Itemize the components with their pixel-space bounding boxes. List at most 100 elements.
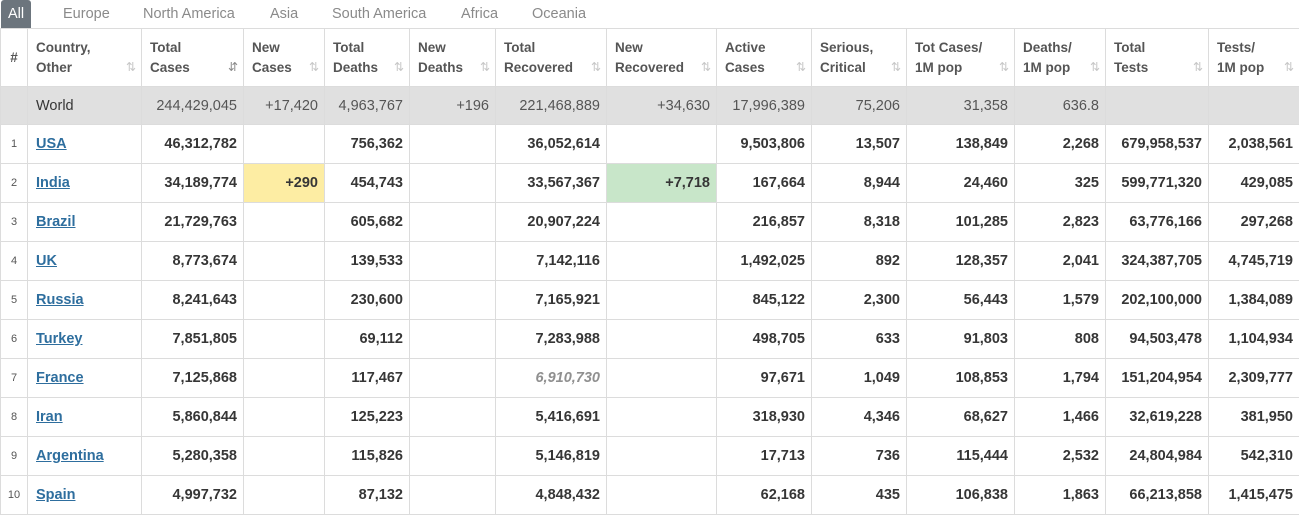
country-link[interactable]: USA	[36, 136, 67, 152]
sort-arrows-icon[interactable]: ⇅	[999, 57, 1007, 77]
sort-arrows-icon[interactable]: ⇅	[591, 57, 599, 77]
cell-serious-critical: 633	[812, 320, 907, 359]
tab-oceania[interactable]: Oceania	[526, 0, 592, 28]
country-link[interactable]: Iran	[36, 409, 63, 425]
tab-asia[interactable]: Asia	[264, 0, 304, 28]
cell-rank: 5	[1, 281, 28, 320]
cell-new-recovered: +7,718	[607, 164, 717, 203]
tab-africa[interactable]: Africa	[455, 0, 504, 28]
sort-arrows-icon[interactable]: ⇅	[891, 57, 899, 77]
cell-serious-critical: 736	[812, 437, 907, 476]
cell-new-cases	[244, 281, 325, 320]
cell-tot-cases-per-1m: 115,444	[907, 437, 1015, 476]
cell-total-deaths: 4,963,767	[325, 87, 410, 125]
cell-tests-per-1m: 381,950	[1209, 398, 1299, 437]
country-link[interactable]: UK	[36, 253, 57, 269]
cell-new-deaths	[410, 398, 496, 437]
country-link[interactable]: Spain	[36, 487, 75, 503]
country-link[interactable]: Russia	[36, 292, 84, 308]
cell-new-cases	[244, 125, 325, 164]
sort-arrows-icon[interactable]: ⇅	[394, 57, 402, 77]
cell-tests-per-1m: 542,310	[1209, 437, 1299, 476]
cell-new-cases	[244, 203, 325, 242]
cell-total-recovered: 7,165,921	[496, 281, 607, 320]
cell-rank: 7	[1, 359, 28, 398]
country-link[interactable]: Brazil	[36, 214, 76, 230]
cell-new-deaths: +196	[410, 87, 496, 125]
tab-all[interactable]: All	[1, 0, 31, 28]
cell-rank: 8	[1, 398, 28, 437]
cell-total-cases: 7,851,805	[142, 320, 244, 359]
cell-total-deaths: 125,223	[325, 398, 410, 437]
header-label-line1: Total	[504, 38, 606, 58]
country-link[interactable]: Turkey	[36, 331, 82, 347]
tab-europe[interactable]: Europe	[57, 0, 116, 28]
cell-tot-cases-per-1m: 128,357	[907, 242, 1015, 281]
cell-new-recovered	[607, 320, 717, 359]
cell-country-other: France	[28, 359, 142, 398]
country-link[interactable]: France	[36, 370, 84, 386]
cell-total-deaths: 69,112	[325, 320, 410, 359]
cell-total-recovered: 6,910,730	[496, 359, 607, 398]
cell-new-deaths	[410, 164, 496, 203]
cell-country-other: India	[28, 164, 142, 203]
cell-total-cases: 8,773,674	[142, 242, 244, 281]
cell-total-tests: 202,100,000	[1106, 281, 1209, 320]
cell-deaths-per-1m: 1,466	[1015, 398, 1106, 437]
sort-arrows-icon[interactable]: ⇅	[480, 57, 488, 77]
cell-deaths-per-1m: 2,823	[1015, 203, 1106, 242]
sort-arrows-icon[interactable]: ⇅	[1193, 57, 1201, 77]
cell-new-deaths	[410, 359, 496, 398]
cell-country-other: World	[28, 87, 142, 125]
cell-tests-per-1m: 297,268	[1209, 203, 1299, 242]
cell-deaths-per-1m: 636.8	[1015, 87, 1106, 125]
column-header-tot-cases-per-1m[interactable]: Tot Cases/1M pop⇅	[907, 29, 1015, 87]
cell-new-deaths	[410, 242, 496, 281]
cell-deaths-per-1m: 325	[1015, 164, 1106, 203]
tab-south-america[interactable]: South America	[326, 0, 432, 28]
sort-arrows-icon[interactable]: ⇅	[1090, 57, 1098, 77]
cell-tot-cases-per-1m: 138,849	[907, 125, 1015, 164]
cell-new-cases	[244, 398, 325, 437]
cell-total-tests: 63,776,166	[1106, 203, 1209, 242]
cell-tot-cases-per-1m: 56,443	[907, 281, 1015, 320]
cell-new-deaths	[410, 125, 496, 164]
sort-arrows-icon[interactable]: ⇅	[1284, 57, 1292, 77]
column-header-rank: #	[1, 29, 28, 87]
cell-serious-critical: 75,206	[812, 87, 907, 125]
cell-tests-per-1m: 1,104,934	[1209, 320, 1299, 359]
cell-serious-critical: 13,507	[812, 125, 907, 164]
column-header-deaths-per-1m[interactable]: Deaths/1M pop⇅	[1015, 29, 1106, 87]
cell-rank: 4	[1, 242, 28, 281]
cell-new-recovered	[607, 203, 717, 242]
sort-arrows-icon[interactable]: ⇅	[126, 57, 134, 77]
sort-arrows-icon[interactable]: ⇵	[228, 57, 236, 77]
cell-total-recovered: 20,907,224	[496, 203, 607, 242]
sort-arrows-icon[interactable]: ⇅	[796, 57, 804, 77]
country-link[interactable]: Argentina	[36, 448, 104, 464]
cell-total-cases: 34,189,774	[142, 164, 244, 203]
country-link[interactable]: India	[36, 175, 70, 191]
cell-new-recovered	[607, 281, 717, 320]
column-header-serious-critical[interactable]: Serious,Critical⇅	[812, 29, 907, 87]
tab-north-america[interactable]: North America	[137, 0, 241, 28]
column-header-tests-per-1m[interactable]: Tests/1M pop⇅	[1209, 29, 1299, 87]
cell-serious-critical: 8,318	[812, 203, 907, 242]
cell-serious-critical: 1,049	[812, 359, 907, 398]
cell-active-cases: 216,857	[717, 203, 812, 242]
column-header-country-other[interactable]: Country,Other⇅	[28, 29, 142, 87]
cell-total-recovered: 36,052,614	[496, 125, 607, 164]
cell-total-recovered: 7,283,988	[496, 320, 607, 359]
sort-arrows-icon[interactable]: ⇅	[309, 57, 317, 77]
sort-arrows-icon[interactable]: ⇅	[701, 57, 709, 77]
